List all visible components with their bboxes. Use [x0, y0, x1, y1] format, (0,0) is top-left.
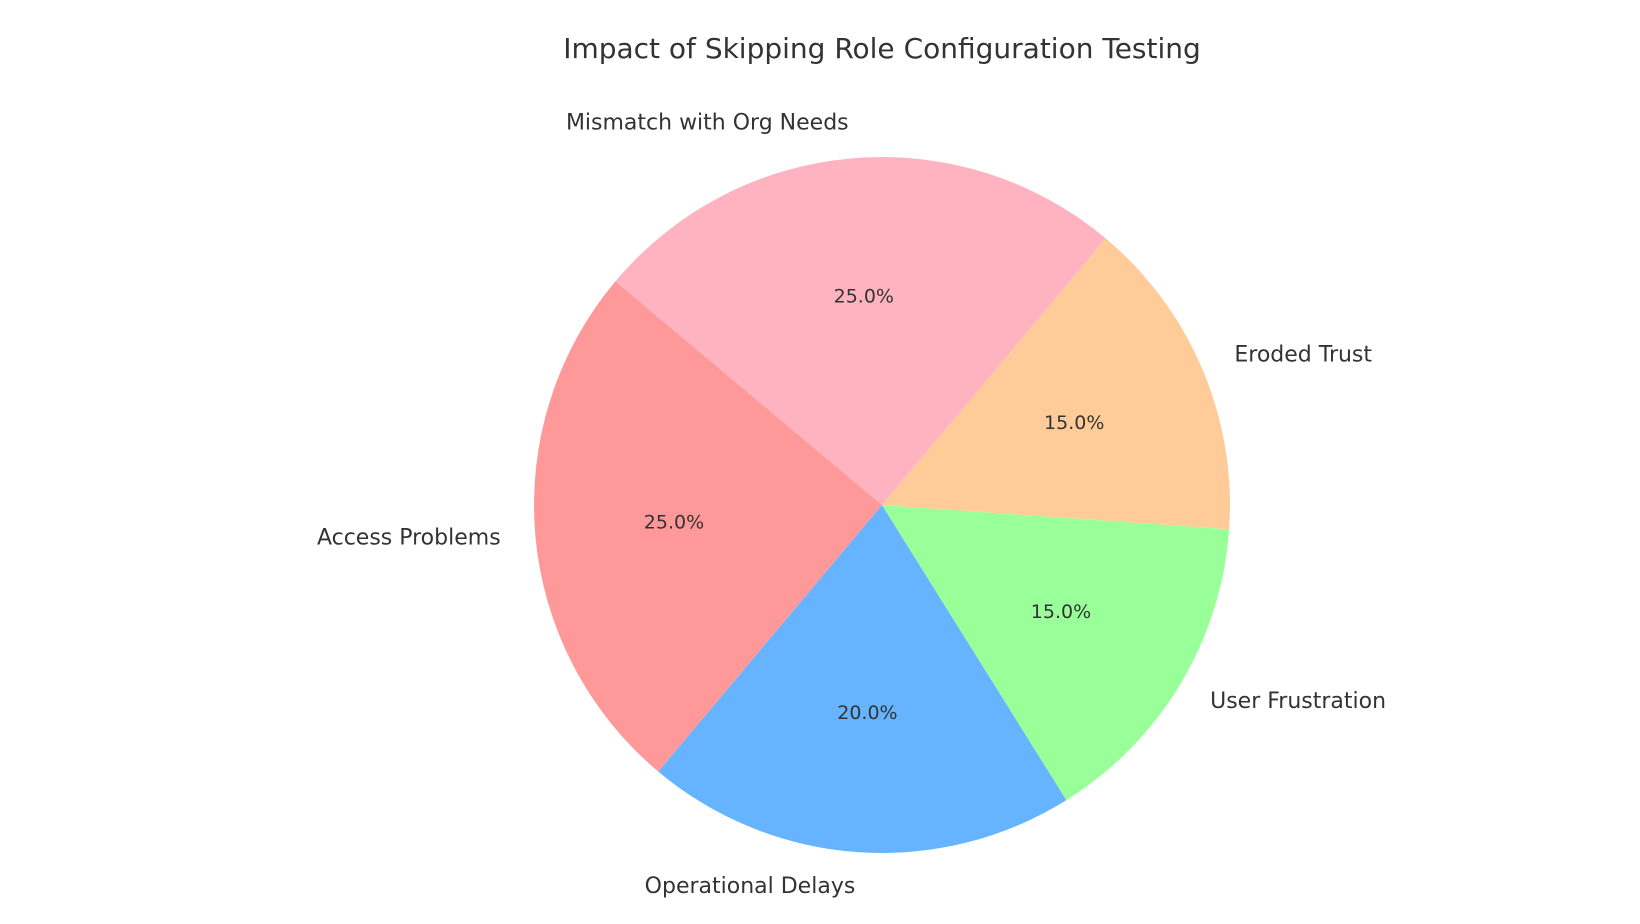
pie-slices: [534, 157, 1230, 853]
percent-labels: 25.0% 20.0% 15.0% 15.0% 25.0%: [644, 285, 1105, 723]
slice-labels: Access Problems Operational Delays User Fr…: [317, 111, 1386, 899]
slice-label-mismatch-with-org-needs: Mismatch with Org Needs: [566, 111, 849, 136]
pie-slice-operational-delays: [658, 505, 1067, 853]
pct-label-operational-delays: 20.0%: [837, 702, 897, 724]
pie-slice-user-frustration: [882, 505, 1230, 801]
slice-label-operational-delays: Operational Delays: [645, 874, 856, 899]
slice-label-eroded-trust: Eroded Trust: [1234, 342, 1372, 367]
pie-slice-mismatch-with-org-needs: [615, 157, 1106, 505]
pct-label-access-problems: 25.0%: [644, 512, 704, 534]
slice-label-user-frustration: User Frustration: [1210, 689, 1386, 714]
pct-label-mismatch-with-org-needs: 25.0%: [834, 285, 894, 307]
slice-label-access-problems: Access Problems: [317, 525, 501, 550]
chart-title: Impact of Skipping Role Configuration Te…: [563, 32, 1201, 65]
pie-slice-access-problems: [534, 281, 882, 772]
pct-label-user-frustration: 15.0%: [1031, 601, 1091, 623]
pct-label-eroded-trust: 15.0%: [1044, 412, 1104, 434]
pie-slice-eroded-trust: [882, 238, 1230, 530]
